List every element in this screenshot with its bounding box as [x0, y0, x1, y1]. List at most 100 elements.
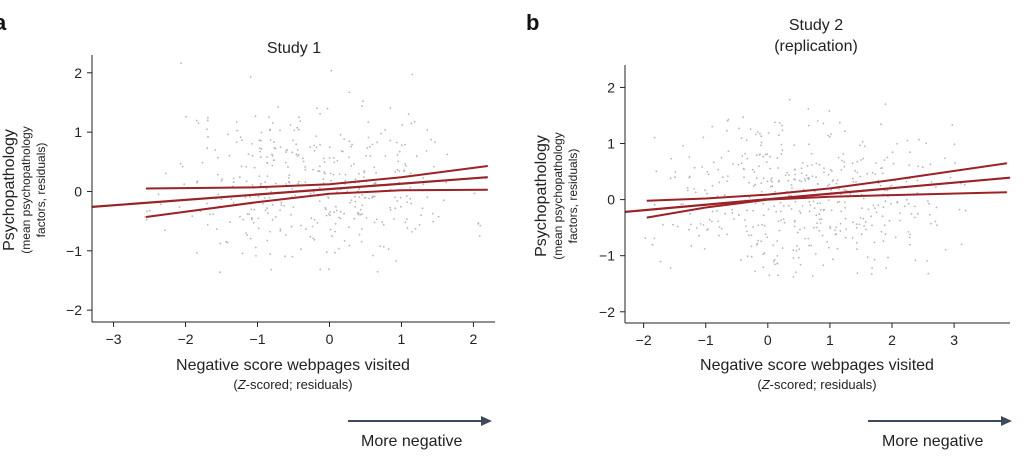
- panel-b-point: [818, 218, 821, 221]
- panel-a-point: [196, 252, 198, 254]
- panel-a-point: [339, 133, 342, 136]
- panel-b-point: [769, 185, 772, 188]
- panel-a-point: [249, 237, 252, 240]
- panel-a-point: [257, 217, 260, 220]
- panel-b-point: [819, 208, 822, 211]
- panel-b-point: [807, 237, 810, 240]
- panel-b-point: [762, 253, 765, 256]
- panel-a-point: [289, 124, 292, 126]
- panel-b-point: [836, 201, 839, 204]
- panel-a-point: [343, 240, 346, 242]
- panel-a-point: [323, 171, 326, 174]
- panel-a-point: [183, 183, 186, 186]
- panel-b-point: [727, 150, 730, 153]
- panel-b-point: [863, 225, 865, 227]
- panel-b-point: [830, 189, 832, 191]
- panel-a-point: [324, 172, 326, 175]
- panel-b-point: [807, 108, 810, 110]
- panel-b-point: [859, 144, 861, 147]
- panel-a-point: [206, 224, 209, 226]
- panel-a-point: [258, 175, 261, 178]
- panel-b-point: [899, 219, 901, 222]
- panel-b-point: [794, 178, 796, 181]
- panel-a-point: [315, 135, 318, 138]
- panel-b-point: [871, 267, 873, 269]
- panel-b-point: [866, 256, 869, 259]
- panel-b-point: [711, 220, 713, 223]
- panel-a-point: [259, 184, 262, 187]
- panel-a-point: [411, 231, 413, 233]
- panel-a-xlabel-sub-z: Z: [237, 377, 247, 392]
- panel-b-point: [688, 176, 690, 179]
- panel-a-point: [219, 242, 222, 245]
- panel-b-point: [797, 256, 800, 259]
- panel-b-point: [896, 201, 899, 204]
- panel-b-fit-line: [624, 176, 1011, 213]
- panel-a-point: [396, 200, 399, 202]
- panel-b-point: [746, 209, 748, 212]
- panel-a-point: [258, 139, 261, 142]
- panel-a-point: [260, 148, 263, 150]
- panel-a-point: [406, 218, 408, 221]
- panel-a-point: [372, 195, 374, 198]
- panel-b-point: [797, 231, 799, 234]
- panel-a-point: [207, 135, 209, 138]
- panel-b-point: [861, 140, 864, 143]
- panel-b-point: [726, 180, 729, 183]
- panel-a-ylabel: Psychopathology (mean psychopathology fa…: [1, 126, 48, 253]
- panel-a-point: [216, 173, 219, 176]
- panel-b-letter: b: [526, 10, 539, 35]
- panel-b-point: [925, 142, 928, 145]
- panel-b-point: [706, 192, 708, 195]
- panel-b-point: [862, 157, 864, 160]
- panel-a-point: [206, 128, 208, 131]
- panel-a-point: [304, 181, 307, 184]
- panel-b-point: [727, 118, 730, 121]
- panel-a-point: [180, 62, 183, 64]
- panel-a-point: [478, 235, 481, 237]
- panel-b-point: [813, 207, 816, 210]
- panel-b-point: [805, 174, 808, 177]
- panel-b-point: [856, 160, 859, 163]
- panel-b-point: [744, 219, 746, 221]
- panel-a-point: [329, 228, 332, 231]
- panel-a-point: [294, 194, 296, 197]
- panel-a-point: [295, 143, 298, 146]
- panel-b-point: [720, 227, 723, 230]
- panel-b-point: [829, 225, 831, 228]
- panel-a-point: [260, 182, 262, 185]
- panel-b-point: [814, 253, 817, 255]
- panel-a-point: [354, 200, 357, 203]
- panel-a-point: [195, 119, 198, 122]
- panel-b-point: [872, 204, 875, 207]
- panel-a-point: [266, 239, 269, 242]
- panel-b-point: [769, 155, 771, 158]
- panel-a-point: [404, 221, 407, 224]
- panel-b-point: [702, 224, 705, 226]
- panel-a-point: [422, 177, 425, 179]
- panel-b-point: [777, 274, 779, 277]
- panel-b-point: [724, 212, 727, 215]
- panel-a-point: [280, 204, 283, 207]
- panel-b-point: [929, 163, 932, 166]
- panel-a: a Study 1 Psychopathology (mean psychopa…: [0, 10, 495, 450]
- panel-b-point: [863, 145, 866, 148]
- panel-b-point: [958, 208, 961, 211]
- panel-a-point: [273, 159, 276, 162]
- panel-b-point: [762, 266, 765, 269]
- panel-b-point: [807, 178, 810, 181]
- panel-b-point: [748, 196, 751, 199]
- panel-a-point: [262, 202, 264, 205]
- panel-b-point: [790, 184, 793, 186]
- panel-a-point: [304, 166, 306, 168]
- panel-a-point: [225, 241, 227, 243]
- panel-a-point: [235, 141, 238, 144]
- panel-a-point: [284, 234, 287, 236]
- panel-a-point: [279, 209, 281, 212]
- panel-b-point: [840, 210, 843, 213]
- panel-a-ytick-label: 1: [74, 124, 82, 140]
- panel-b-point: [819, 222, 822, 224]
- panel-b-point: [726, 120, 729, 122]
- panel-b-point: [918, 138, 920, 141]
- panel-b-point: [653, 203, 656, 206]
